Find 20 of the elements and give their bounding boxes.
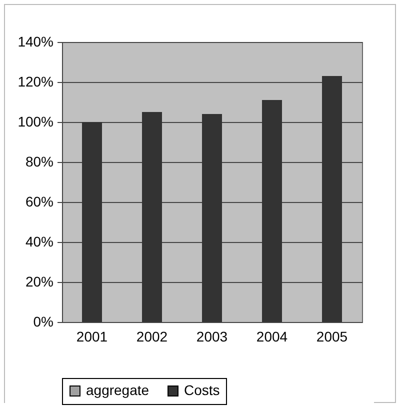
legend-label: Costs [184,382,220,398]
x-tick-label: 2002 [136,328,168,344]
x-tick-label: 2001 [76,328,108,344]
bar [322,76,342,322]
y-tick-label: 0% [33,314,54,330]
x-tick-label: 2003 [196,328,228,344]
bar [142,112,162,322]
y-tick-label: 100% [18,114,54,130]
legend-label: aggregate [86,382,150,398]
y-tick-label: 120% [18,74,54,90]
y-tick-label: 40% [25,234,54,250]
y-tick-label: 60% [25,194,54,210]
x-tick-label: 2005 [316,328,348,344]
bar [202,114,222,322]
y-tick-label: 140% [18,34,54,50]
x-tick-label: 2004 [256,328,288,344]
bar [262,100,282,322]
bar [82,122,102,322]
y-tick-label: 20% [25,274,54,290]
y-tick-label: 80% [25,154,54,170]
